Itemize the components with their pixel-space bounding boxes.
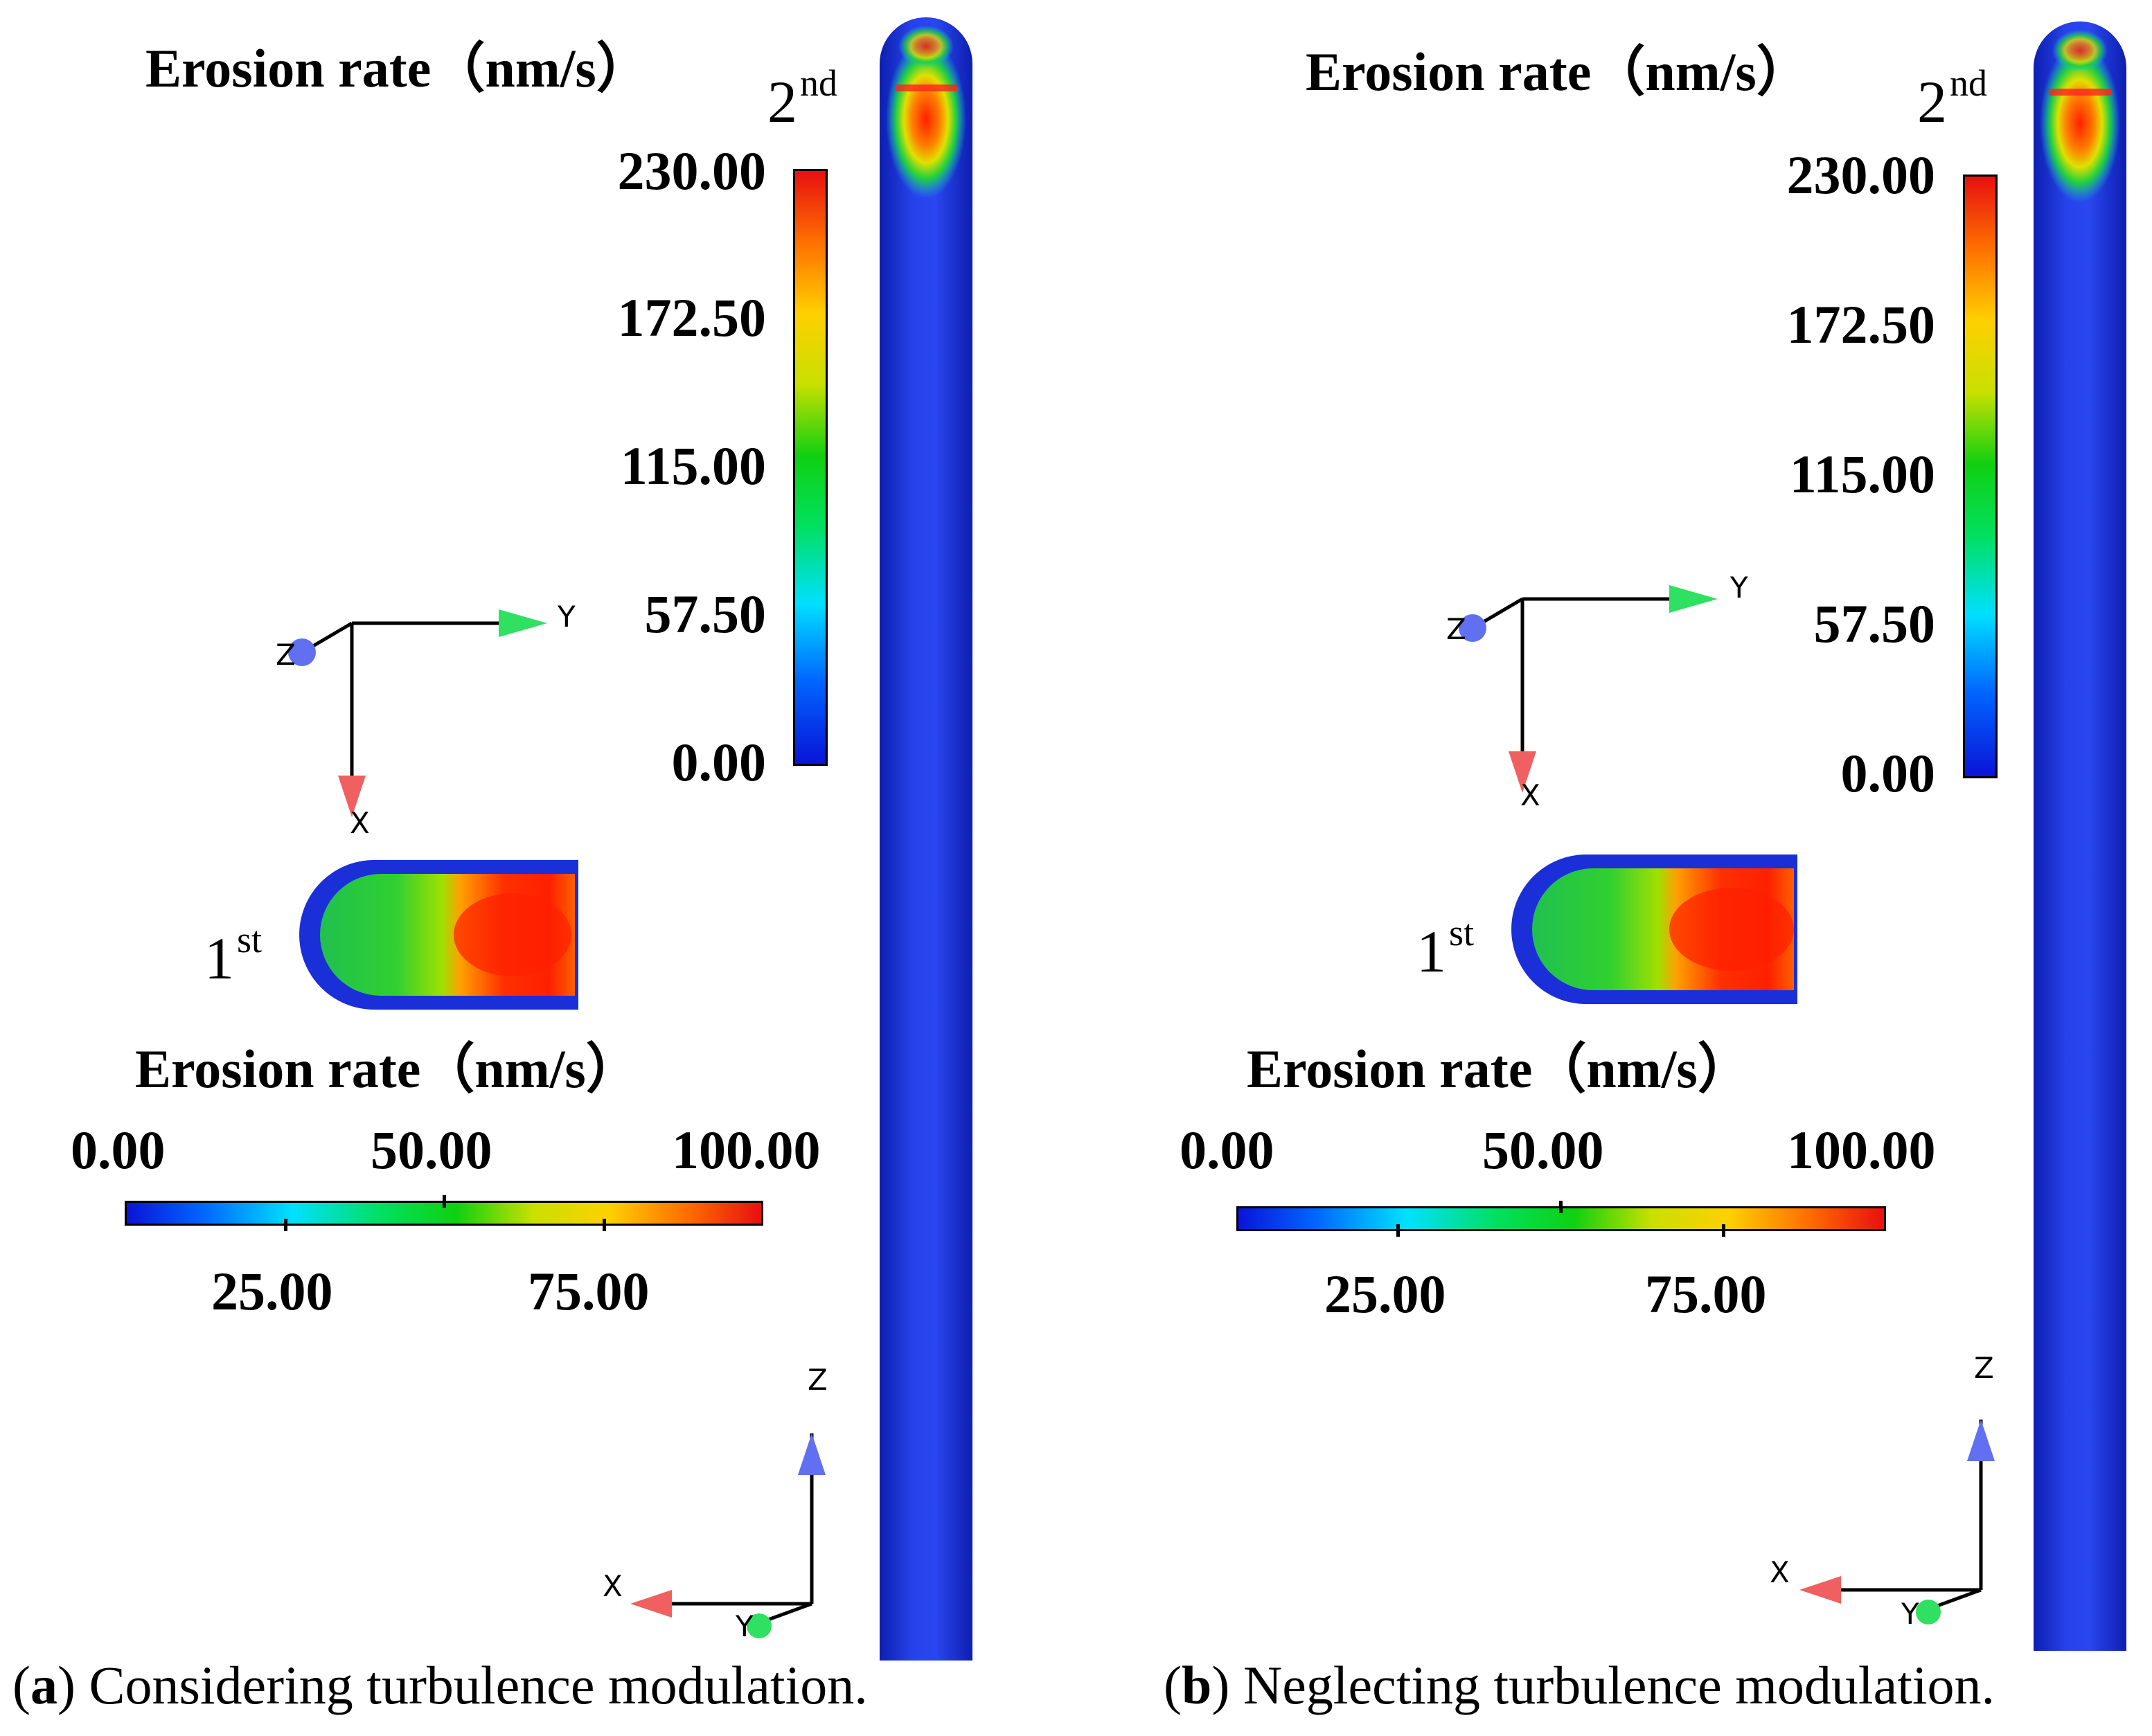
axis-label-z-bottom: Z <box>1974 1351 1994 1385</box>
pipe-label: 2nd <box>1917 62 1987 135</box>
panel-a: 1st 2nd Erosion rate（nm/s） 230.00 172.50… <box>12 17 972 1715</box>
pipe-label: 2nd <box>767 62 837 135</box>
axes-triad-top <box>288 609 547 817</box>
horizontal-colorbar-title: Erosion rate（nm/s） <box>1247 1039 1752 1099</box>
axis-label-x-bottom: X <box>603 1569 623 1603</box>
axis-label-z-bottom: Z <box>808 1363 828 1397</box>
elbow-1st <box>1511 854 1797 1004</box>
axis-label-x-top: X <box>1520 778 1540 812</box>
elbow-1st <box>299 860 578 1010</box>
vertical-tick-4: 0.00 <box>671 732 767 792</box>
vertical-tick-3: 57.50 <box>1813 593 1936 654</box>
horizontal-top-tick-1: 50.00 <box>1482 1120 1604 1180</box>
axis-label-y-bottom: Y <box>736 1609 754 1643</box>
horizontal-bottom-tick-0: 25.00 <box>211 1261 333 1321</box>
vertical-tick-1: 172.50 <box>1786 294 1936 355</box>
vertical-tick-4: 0.00 <box>1840 743 1936 803</box>
elbow-label: 1st <box>204 919 263 992</box>
horizontal-bottom-tick-0: 25.00 <box>1324 1264 1446 1324</box>
vertical-colorbar <box>793 169 828 766</box>
caption-a: (a) Considering turbulence modulation. <box>12 1655 868 1715</box>
vertical-tick-0: 230.00 <box>1786 145 1936 205</box>
axis-label-x-bottom: X <box>1770 1555 1790 1589</box>
axis-label-z-top: Z <box>276 638 296 672</box>
axis-label-z-top: Z <box>1446 612 1466 646</box>
vertical-tick-3: 57.50 <box>644 584 767 644</box>
pipe-2nd <box>880 17 972 1661</box>
horizontal-top-tick-0: 0.00 <box>1180 1120 1274 1180</box>
horizontal-top-tick-0: 0.00 <box>71 1120 166 1180</box>
vertical-tick-2: 115.00 <box>1789 444 1935 504</box>
vertical-tick-1: 172.50 <box>617 287 767 348</box>
axes-triad-bottom <box>1799 1420 1995 1625</box>
vertical-colorbar-title: Erosion rate（nm/s） <box>145 38 650 98</box>
vertical-colorbar-title: Erosion rate（nm/s） <box>1306 42 1811 102</box>
axis-label-y-top: Y <box>558 600 576 634</box>
axis-label-y-top: Y <box>1730 571 1748 605</box>
horizontal-bottom-tick-1: 75.00 <box>1645 1264 1767 1324</box>
horizontal-top-tick-2: 100.00 <box>672 1120 821 1180</box>
axes-triad-top <box>1459 585 1718 793</box>
axis-label-x-top: X <box>350 806 370 840</box>
pipe-2nd <box>2034 21 2126 1651</box>
horizontal-top-tick-1: 50.00 <box>371 1120 492 1180</box>
vertical-tick-2: 115.00 <box>620 436 766 496</box>
horizontal-bottom-tick-1: 75.00 <box>528 1261 650 1321</box>
vertical-tick-0: 230.00 <box>617 141 767 201</box>
horizontal-colorbar-title: Erosion rate（nm/s） <box>135 1039 640 1099</box>
axes-triad-bottom <box>630 1433 826 1638</box>
horizontal-top-tick-2: 100.00 <box>1787 1120 1936 1180</box>
elbow-label: 1st <box>1416 912 1475 985</box>
caption-b: (b) Neglecting turbulence modulation. <box>1164 1655 1995 1715</box>
vertical-colorbar <box>1963 175 1998 778</box>
panel-b: 1st 2nd Erosion rate（nm/s） 230.00 172.50… <box>1150 0 2152 1736</box>
axis-label-y-bottom: Y <box>1901 1597 1919 1631</box>
